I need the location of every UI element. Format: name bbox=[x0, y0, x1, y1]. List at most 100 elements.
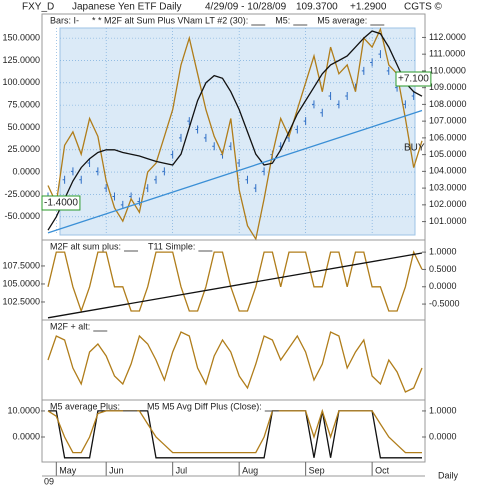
date-range: 4/29/09 - 10/28/09 bbox=[205, 2, 287, 13]
series-line bbox=[47, 252, 423, 319]
legend-label: M5 M5 Avg Diff Plus (Close): bbox=[147, 401, 262, 411]
price-bar bbox=[170, 150, 174, 159]
y2-tick-label: 1.0000 bbox=[429, 246, 457, 256]
y2-tick-label: 1.0000 bbox=[429, 405, 457, 415]
price-bar bbox=[336, 100, 340, 109]
y2-tick-label: 0.0000 bbox=[429, 431, 457, 441]
y-tick-label: 150.0000 bbox=[2, 32, 40, 42]
y-tick-label: 105.0000 bbox=[2, 278, 40, 288]
x-tick-label: Oct bbox=[375, 465, 390, 475]
y2-tick-label: 108.0000 bbox=[429, 99, 467, 109]
legend-label: * * M2F alt Sum Plus VNam LT #2 (30): bbox=[92, 15, 248, 25]
series-line bbox=[47, 30, 423, 231]
series-line bbox=[47, 408, 422, 454]
price-bar bbox=[262, 167, 265, 176]
price-bar bbox=[370, 58, 373, 67]
symbol: FXY_D bbox=[22, 2, 54, 13]
y2-tick-label: -0.5000 bbox=[429, 298, 460, 308]
y2-tick-label: 103.0000 bbox=[429, 182, 467, 192]
legend-label: Bars: I- bbox=[50, 15, 79, 25]
price-bar bbox=[120, 200, 124, 209]
price-bar bbox=[386, 66, 390, 75]
x-tick-label: Jul bbox=[176, 465, 188, 475]
legend-label: T11 Simple: bbox=[148, 241, 195, 251]
price-bar bbox=[203, 133, 207, 142]
legend-label: M5 average: bbox=[317, 15, 367, 25]
series-line bbox=[47, 250, 423, 313]
price-bar bbox=[137, 197, 140, 206]
y2-tick-label: 105.0000 bbox=[429, 149, 467, 159]
y2-tick-label: 0.5000 bbox=[429, 264, 457, 274]
y2-tick-label: 112.0000 bbox=[429, 32, 466, 42]
price-bar bbox=[411, 92, 415, 101]
series-line bbox=[47, 331, 423, 393]
period-label: Daily bbox=[438, 470, 459, 480]
y-tick-label: 0.0000 bbox=[12, 166, 40, 176]
price-bar bbox=[378, 50, 381, 59]
price-bar bbox=[403, 100, 406, 109]
price-bar bbox=[237, 158, 240, 167]
price-bar bbox=[154, 175, 157, 184]
annotation: +7.100 bbox=[398, 74, 429, 85]
y2-tick-label: 106.0000 bbox=[429, 132, 467, 142]
price-bar bbox=[62, 175, 66, 184]
y-tick-label: -25.0000 bbox=[4, 189, 40, 199]
price-bar bbox=[303, 117, 307, 126]
price-bar bbox=[79, 175, 82, 184]
y2-tick-label: 101.0000 bbox=[429, 216, 467, 226]
legend-label: M5: bbox=[275, 15, 290, 25]
y2-tick-label: 109.0000 bbox=[429, 82, 467, 92]
price-change: +1.2900 bbox=[350, 2, 387, 13]
price-bar bbox=[253, 184, 257, 193]
x-tick-label: Jun bbox=[109, 465, 124, 475]
y-tick-label: 125.0000 bbox=[2, 55, 40, 65]
price-bar bbox=[195, 125, 199, 134]
price-bar bbox=[361, 66, 365, 75]
price-bar bbox=[95, 167, 99, 176]
legend-label: M5 average Plus: bbox=[50, 401, 120, 411]
brand: CGTS © bbox=[404, 2, 443, 13]
price-bar bbox=[87, 158, 91, 167]
y-tick-label: 25.0000 bbox=[7, 144, 40, 154]
y2-tick-label: 0.0000 bbox=[429, 281, 457, 291]
annotation-box bbox=[395, 71, 432, 87]
series-line bbox=[47, 27, 423, 241]
price-bar bbox=[112, 192, 115, 201]
price-bar bbox=[245, 175, 248, 184]
y2-tick-label: 110.0000 bbox=[429, 65, 466, 75]
price-bar bbox=[162, 167, 165, 176]
y-tick-label: -50.0000 bbox=[4, 211, 40, 221]
y-tick-label: 102.5000 bbox=[2, 296, 40, 306]
price-bar bbox=[212, 142, 215, 151]
y2-tick-label: 111.0000 bbox=[429, 49, 465, 59]
price-bar bbox=[178, 133, 182, 142]
y-tick-label: 75.0000 bbox=[7, 99, 40, 109]
legend-label: M2F alt sum plus: bbox=[50, 241, 121, 251]
price-bar bbox=[70, 167, 74, 176]
price-bar bbox=[311, 100, 315, 109]
price-bar bbox=[345, 92, 348, 101]
price-bar bbox=[228, 142, 232, 151]
y-tick-label: 50.0000 bbox=[7, 122, 40, 132]
price-bar bbox=[328, 92, 332, 101]
panel-frame bbox=[41, 399, 426, 463]
y-tick-label: 100.0000 bbox=[2, 77, 40, 87]
annotation: -1.4000 bbox=[44, 198, 78, 209]
y-tick-label: 10.0000 bbox=[7, 405, 40, 415]
annotation-box bbox=[41, 195, 81, 211]
y2-tick-label: 107.0000 bbox=[429, 116, 467, 126]
y-tick-label: 107.5000 bbox=[2, 260, 40, 270]
price-bar bbox=[187, 117, 190, 126]
y2-tick-label: 104.0000 bbox=[429, 166, 467, 176]
price-bar bbox=[295, 125, 298, 134]
annotation: BUY bbox=[404, 143, 425, 154]
instrument-name: Japanese Yen ETF Daily bbox=[72, 2, 182, 13]
x-tick-label: Aug bbox=[242, 465, 258, 475]
series-line bbox=[47, 109, 423, 234]
legend-label: M2F + alt: bbox=[50, 321, 90, 331]
price-bar bbox=[320, 108, 323, 117]
price-bar bbox=[145, 184, 149, 193]
x-tick-label: May bbox=[59, 465, 77, 475]
price-bar bbox=[104, 184, 107, 193]
